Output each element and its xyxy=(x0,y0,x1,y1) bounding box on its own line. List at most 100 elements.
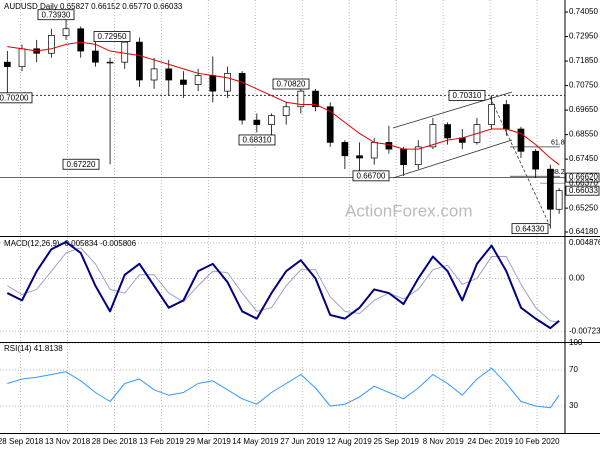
annotation-label: 0.70820 xyxy=(277,80,306,89)
y-tick-label: 0.004876 xyxy=(569,238,600,247)
y-tick-label: 0.65250 xyxy=(569,203,598,212)
candle-body xyxy=(546,168,554,210)
channel-line xyxy=(392,139,513,179)
series-line xyxy=(7,247,560,323)
candle-body xyxy=(429,124,437,148)
y-tick-label: 0.69650 xyxy=(569,105,598,114)
candle-body xyxy=(62,28,70,36)
y-tick-label: -0.007232 xyxy=(569,326,600,335)
annotation-label: 0.73930 xyxy=(42,10,71,19)
annotation-box xyxy=(448,89,486,101)
x-tick-label: 29 Mar 2019 xyxy=(186,437,231,446)
price-label: 0.66620 xyxy=(569,173,598,182)
candle-body xyxy=(136,41,143,81)
x-tick-label: 8 Nov 2019 xyxy=(423,437,464,446)
candle-body xyxy=(312,90,319,108)
candle-body xyxy=(92,50,99,63)
moving-average xyxy=(7,41,560,166)
y-tick-label: 30 xyxy=(569,401,578,410)
trend-line xyxy=(489,96,551,227)
candle-body xyxy=(517,128,525,152)
candle-body xyxy=(326,106,334,143)
candle-body xyxy=(356,155,363,159)
price-label-box xyxy=(565,185,600,196)
candle-body xyxy=(282,106,290,117)
y-tick-label: 0.71850 xyxy=(569,56,598,65)
x-tick-label: 12 Aug 2019 xyxy=(327,437,372,446)
annotation-box xyxy=(352,170,390,182)
panel-title: RSI(14) 41.8138 xyxy=(4,344,63,353)
series-line xyxy=(6,240,560,330)
x-tick-label: 28 Dec 2018 xyxy=(92,437,138,446)
annotation-box xyxy=(272,78,310,90)
annotation-box xyxy=(0,92,33,104)
candle-body xyxy=(224,72,231,92)
candle-body xyxy=(297,90,305,108)
x-tick-label: 27 Jun 2019 xyxy=(280,437,325,446)
y-tick-label: 0.67450 xyxy=(569,154,598,163)
x-tick-label: 14 May 2019 xyxy=(232,437,279,446)
y-tick-label: 0.72950 xyxy=(569,32,598,41)
x-tick-label: 25 Sep 2019 xyxy=(374,437,420,446)
candle-body xyxy=(253,119,261,125)
fib-label: 61.8 xyxy=(551,140,565,147)
x-tick-label: 13 Nov 2018 xyxy=(45,437,91,446)
candle-body xyxy=(165,68,173,81)
candle-body xyxy=(48,35,55,54)
channel-line xyxy=(392,91,513,129)
series-line xyxy=(7,367,560,409)
candle-body xyxy=(370,142,378,159)
y-tick-label: 0.68550 xyxy=(569,130,598,139)
candle-body xyxy=(3,61,11,67)
candle-body xyxy=(238,72,246,121)
candle-body xyxy=(18,48,26,67)
candle-body xyxy=(488,104,495,125)
x-tick-label: 24 Dec 2019 xyxy=(467,437,513,446)
candle-body xyxy=(150,68,158,81)
annotation-label: 0.64330 xyxy=(516,224,545,233)
annotation-label: 0.70200 xyxy=(0,93,29,102)
candle-body xyxy=(180,79,187,85)
watermark: ActionForex.com xyxy=(345,201,473,220)
x-tick-label: 13 Feb 2019 xyxy=(139,437,184,446)
y-tick-label: 0.00 xyxy=(569,274,585,283)
candle-body xyxy=(532,150,539,170)
panel-title: MACD(12,26,9) -0.005834 -0.005806 xyxy=(4,239,137,248)
y-tick-label: 0.70750 xyxy=(569,81,598,90)
candle-body xyxy=(444,124,451,139)
candle-body xyxy=(341,142,349,157)
price-label-box xyxy=(565,172,600,183)
annotation-label: 0.66700 xyxy=(357,171,386,180)
annotation-box xyxy=(62,158,100,170)
candle-body xyxy=(77,28,85,52)
y-tick-label: 0.64180 xyxy=(569,227,598,236)
annotation-box xyxy=(37,9,75,21)
annotation-label: 0.68310 xyxy=(243,136,272,145)
y-tick-label: 0.74050 xyxy=(569,7,598,16)
x-tick-label: 10 Feb 2020 xyxy=(515,437,560,446)
price-label: 0.66033 xyxy=(569,186,598,195)
x-tick-label: 28 Sep 2018 xyxy=(0,437,44,446)
candle-body xyxy=(555,190,563,210)
candle-body xyxy=(400,148,407,166)
annotation-label: 0.67220 xyxy=(67,160,96,169)
y-tick-label: 70 xyxy=(569,365,578,374)
candle-body xyxy=(194,75,202,85)
candle-body xyxy=(209,75,217,92)
candle-body xyxy=(414,146,422,166)
candle-body xyxy=(268,115,275,125)
annotation-box xyxy=(511,223,549,235)
annotation-box xyxy=(93,31,131,42)
candle-body xyxy=(502,104,510,130)
chart-title: AUDUSD Daily 0.65827 0.66152 0.65770 0.6… xyxy=(4,2,183,11)
annotation-label: 0.70310 xyxy=(453,91,482,100)
annotation-label: 0.72950 xyxy=(98,32,127,41)
price-label: 0.66370 xyxy=(569,178,598,187)
candle-body xyxy=(121,41,129,63)
fib-label: 38.2 xyxy=(551,169,565,176)
annotation-box xyxy=(238,134,276,146)
candle-body xyxy=(106,61,114,64)
